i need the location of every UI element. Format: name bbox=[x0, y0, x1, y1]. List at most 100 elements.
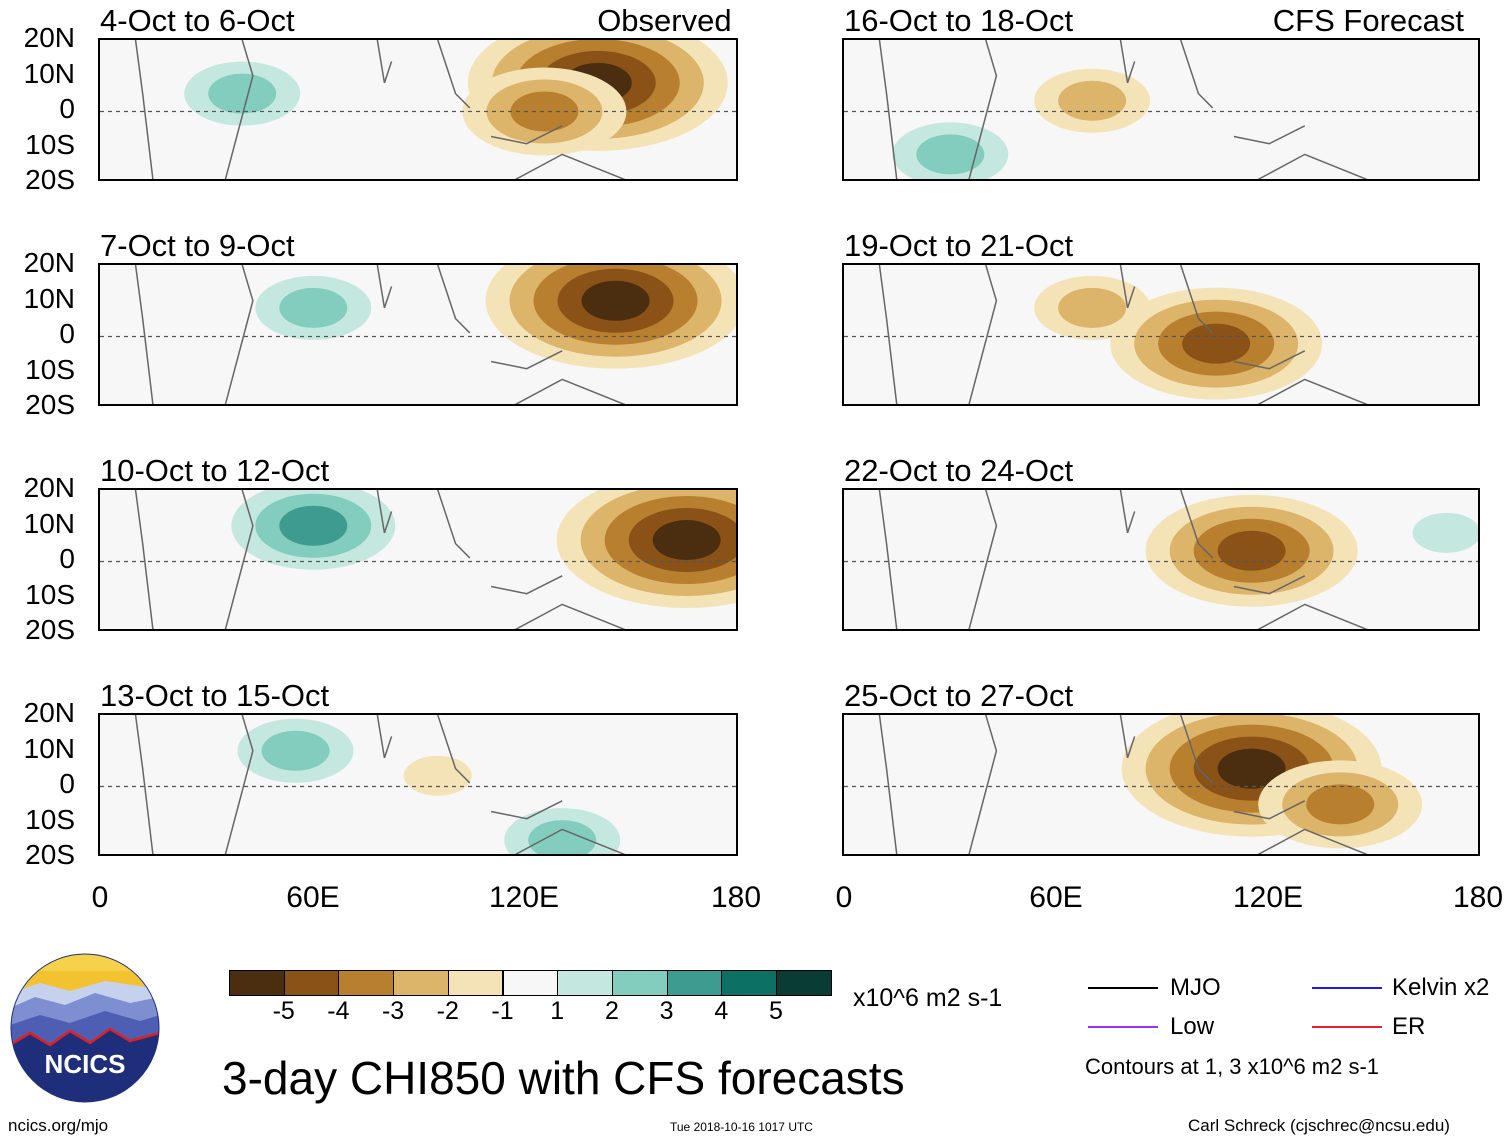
colorbar-label-0: -5 bbox=[272, 997, 295, 1025]
coastline bbox=[878, 40, 1368, 179]
legend-mjo: MJO bbox=[1170, 974, 1221, 1001]
colorbar-bin-2 bbox=[338, 970, 395, 996]
panel-left-1 bbox=[98, 38, 738, 181]
feature-dry-2 bbox=[403, 755, 472, 796]
y-tick-3-4: 20S bbox=[25, 839, 75, 870]
colorbar-bin-6 bbox=[557, 970, 613, 996]
y-tick-1-3: 10S bbox=[25, 353, 75, 385]
y-tick-0-3: 10S bbox=[25, 128, 75, 160]
colorbar-label-2: -3 bbox=[381, 997, 405, 1025]
colorbar-bin-1 bbox=[283, 970, 340, 996]
x-tick-left-0: 0 bbox=[91, 881, 109, 914]
y-tick-2-1: 10N bbox=[23, 507, 75, 539]
panel-right-2 bbox=[842, 263, 1480, 406]
x-tick-right-0: 0 bbox=[835, 881, 853, 914]
coastline bbox=[134, 265, 626, 404]
panel-title-left-4: 13-Oct to 15-Oct bbox=[100, 678, 330, 713]
y-tick-1-1: 10N bbox=[23, 282, 75, 314]
logo-text: NCICS bbox=[45, 1049, 126, 1079]
colorbar-bin-10 bbox=[776, 970, 832, 996]
panel-title-right-1: 16-Oct to 18-Oct bbox=[844, 3, 1074, 38]
panel-title-left-1: 4-Oct to 6-Oct bbox=[100, 3, 295, 38]
y-tick-0-1: 10N bbox=[23, 57, 75, 89]
y-tick-3-1: 10N bbox=[23, 732, 75, 764]
colorbar-label-6: 2 bbox=[604, 997, 619, 1025]
main-title: 3-day CHI850 with CFS forecasts bbox=[222, 1052, 905, 1104]
y-tick-3-0: 20N bbox=[23, 697, 75, 728]
legend-low-line bbox=[1088, 1026, 1158, 1028]
panel-right-1 bbox=[842, 38, 1480, 181]
feature-wet-1 bbox=[255, 275, 372, 340]
panel-right-4 bbox=[842, 713, 1480, 856]
colorbar-label-5: 1 bbox=[550, 997, 565, 1025]
feature-dry-0 bbox=[556, 490, 736, 609]
legend-kelvin: Kelvin x2 bbox=[1392, 974, 1490, 1001]
coastline bbox=[878, 490, 1368, 629]
feature-dry-0 bbox=[1034, 68, 1151, 133]
colorbar-label-1: -4 bbox=[327, 997, 350, 1025]
panel-left-2 bbox=[98, 263, 738, 406]
colorbar-label-8: 4 bbox=[714, 997, 729, 1025]
panel-right-3 bbox=[842, 488, 1480, 631]
x-tick-right-120e: 120E bbox=[1232, 881, 1304, 914]
legend-kelvin-line bbox=[1312, 987, 1382, 989]
feature-dry-1 bbox=[1258, 760, 1423, 849]
feature-wet-1 bbox=[1412, 512, 1478, 553]
legend-er-line bbox=[1312, 1026, 1382, 1028]
y-tick-1-2: 0 bbox=[59, 318, 75, 349]
panel-title-right-3: 22-Oct to 24-Oct bbox=[844, 453, 1074, 488]
panel-title-left-2: 7-Oct to 9-Oct bbox=[100, 228, 295, 263]
y-tick-1-4: 20S bbox=[25, 389, 75, 420]
feature-wet-0 bbox=[237, 718, 354, 783]
x-tick-left-180: 180 bbox=[710, 881, 762, 914]
colorbar-label-9: 5 bbox=[769, 997, 783, 1025]
coastline bbox=[134, 490, 626, 629]
feature-wet-1 bbox=[504, 808, 621, 854]
colorbar-bin-4 bbox=[447, 970, 504, 996]
y-tick-2-4: 20S bbox=[25, 614, 75, 645]
footer-url[interactable]: ncics.org/mjo bbox=[8, 1116, 109, 1135]
colorbar-label-7: 3 bbox=[659, 997, 674, 1025]
footer-timestamp: Tue 2018-10-16 1017 UTC bbox=[670, 1120, 813, 1134]
coastline bbox=[134, 715, 626, 854]
panel-title-right-2: 19-Oct to 21-Oct bbox=[844, 228, 1074, 263]
coastline bbox=[878, 715, 1368, 854]
x-tick-left-120e: 120E bbox=[488, 881, 560, 914]
y-tick-0-2: 0 bbox=[59, 93, 75, 124]
colorbar-bin-9 bbox=[721, 970, 777, 996]
colorbar-bin-7 bbox=[611, 970, 668, 996]
legend-mjo-line bbox=[1088, 987, 1158, 989]
colorbar-bin-5 bbox=[502, 970, 559, 996]
colorbar-bin-0 bbox=[229, 970, 285, 996]
coastline bbox=[134, 40, 626, 179]
y-tick-0-0: 20N bbox=[23, 22, 75, 53]
y-tick-3-3: 10S bbox=[25, 803, 75, 835]
legend-note: Contours at 1, 3 x10^6 m2 s-1 bbox=[1085, 1054, 1380, 1079]
panel-tag-right-1: CFS Forecast bbox=[1272, 3, 1465, 38]
colorbar-label-4: -1 bbox=[491, 997, 514, 1025]
y-tick-2-0: 20N bbox=[23, 472, 75, 503]
feature-dry-0 bbox=[485, 265, 736, 369]
x-tick-right-180: 180 bbox=[1452, 881, 1504, 914]
colorbar-units: x10^6 m2 s-1 bbox=[853, 984, 1003, 1012]
panel-left-4 bbox=[98, 713, 738, 856]
colorbar-bin-8 bbox=[666, 970, 723, 996]
colorbar-label-3: -2 bbox=[436, 997, 459, 1025]
feature-dry-1 bbox=[1034, 275, 1151, 340]
y-tick-0-4: 20S bbox=[25, 164, 75, 195]
y-tick-2-3: 10S bbox=[25, 578, 75, 610]
panel-title-left-3: 10-Oct to 12-Oct bbox=[100, 453, 330, 488]
x-tick-right-60e: 60E bbox=[1029, 881, 1083, 914]
feature-wet-1 bbox=[231, 490, 396, 570]
feature-wet-2 bbox=[184, 61, 301, 126]
coastline bbox=[878, 265, 1368, 404]
feature-dry-1 bbox=[462, 67, 627, 156]
panel-left-3 bbox=[98, 488, 738, 631]
feature-dry-0 bbox=[1145, 494, 1358, 607]
y-tick-3-2: 0 bbox=[59, 768, 75, 799]
panel-title-right-4: 25-Oct to 27-Oct bbox=[844, 678, 1074, 713]
y-tick-2-2: 0 bbox=[59, 543, 75, 574]
feature-wet-1 bbox=[892, 122, 1009, 179]
legend-er: ER bbox=[1392, 1013, 1426, 1040]
ncics-logo: NCICS bbox=[10, 953, 160, 1103]
